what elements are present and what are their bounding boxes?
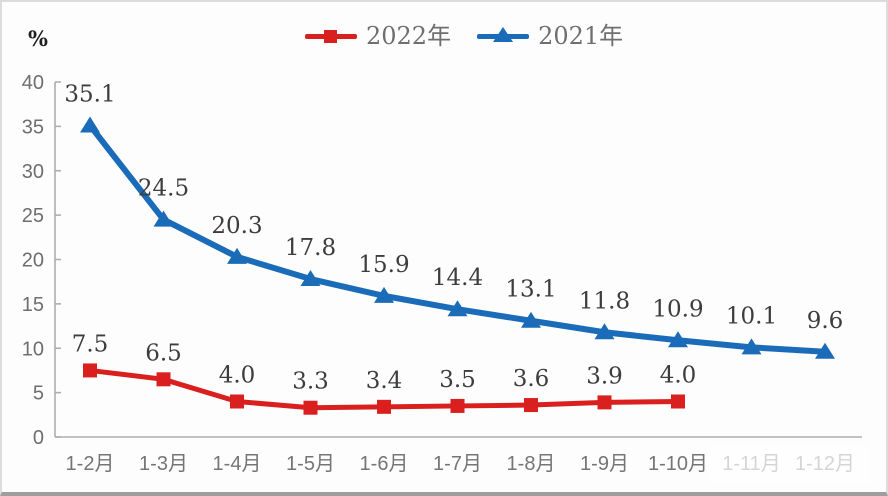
- x-tick-label-7: 1-9月: [580, 453, 629, 475]
- legend-triangle-marker-icon: [477, 26, 530, 46]
- value-label-2021-10: 9.6: [807, 308, 844, 334]
- marker-2021-point-0[interactable]: [80, 116, 100, 133]
- value-label-2021-3: 17.8: [285, 235, 336, 261]
- marker-2022-point-0[interactable]: [83, 363, 97, 378]
- x-tick-label-0: 1-2月: [66, 453, 115, 475]
- value-label-2022-0: 7.5: [72, 331, 109, 357]
- chart-legend: 2022年 2021年: [305, 24, 623, 48]
- y-axis-unit-label: %: [28, 26, 48, 51]
- x-tick-label-10: 1-12月: [795, 453, 855, 475]
- y-tick-label: 30: [22, 161, 44, 183]
- marker-2022-point-1[interactable]: [156, 372, 171, 387]
- value-label-2022-4: 3.4: [366, 368, 403, 394]
- marker-2021-point-5[interactable]: [447, 300, 468, 317]
- marker-2022-point-5[interactable]: [450, 398, 465, 413]
- marker-2021-point-6[interactable]: [521, 311, 541, 328]
- y-tick-label: 40: [22, 72, 44, 94]
- marker-2022-point-6[interactable]: [524, 398, 538, 413]
- x-tick-label-2: 1-4月: [213, 453, 262, 475]
- watermark-overlay: [708, 446, 870, 484]
- x-tick-label-9: 1-11月: [722, 453, 781, 475]
- x-tick-label-5: 1-7月: [433, 453, 482, 475]
- value-label-2021-7: 11.8: [579, 288, 630, 314]
- value-label-2022-6: 3.6: [513, 366, 550, 392]
- marker-2022-point-4[interactable]: [377, 399, 391, 414]
- y-tick-label: 0: [33, 427, 44, 449]
- marker-2022-point-7[interactable]: [597, 395, 612, 410]
- value-label-2022-1: 6.5: [145, 340, 182, 366]
- marker-2021-point-1[interactable]: [153, 210, 174, 227]
- value-label-2022-3: 3.3: [292, 369, 329, 395]
- y-tick-label: 25: [22, 205, 44, 227]
- series-2021-line: [87, 122, 828, 355]
- value-label-2021-8: 10.9: [652, 296, 703, 322]
- marker-2022-point-2[interactable]: [230, 394, 244, 409]
- value-label-2021-4: 15.9: [358, 252, 409, 278]
- y-tick-label: 35: [22, 116, 44, 138]
- legend-item-2021[interactable]: 2021年: [477, 24, 623, 48]
- x-tick-label-1: 1-3月: [139, 453, 188, 475]
- value-label-2021-2: 20.3: [211, 213, 262, 239]
- value-label-2022-5: 3.5: [439, 367, 476, 393]
- marker-2021-point-10[interactable]: [815, 342, 835, 359]
- legend-label-2022: 2022年: [366, 22, 452, 50]
- value-label-2022-7: 3.9: [586, 363, 623, 389]
- y-tick-label: 5: [33, 383, 44, 405]
- marker-2021-point-7[interactable]: [594, 323, 615, 340]
- y-tick-label: 10: [22, 338, 44, 360]
- value-label-2021-0: 35.1: [64, 81, 115, 107]
- marker-2021-point-8[interactable]: [668, 331, 688, 348]
- y-tick-label: 20: [22, 250, 44, 272]
- x-tick-label-8: 1-10月: [648, 453, 708, 475]
- x-tick-label-6: 1-8月: [507, 453, 556, 475]
- legend-item-2022[interactable]: 2022年: [305, 24, 451, 48]
- x-tick-label-3: 1-5月: [286, 453, 335, 475]
- value-label-2021-5: 14.4: [432, 265, 483, 291]
- marker-2021-point-4[interactable]: [374, 286, 394, 303]
- marker-2021-point-2[interactable]: [227, 247, 247, 264]
- marker-2021-point-3[interactable]: [300, 270, 321, 287]
- marker-2022-point-3[interactable]: [303, 400, 318, 415]
- value-label-2021-6: 13.1: [505, 277, 556, 303]
- legend-square-marker-icon: [305, 26, 357, 46]
- marker-2021-point-9[interactable]: [741, 338, 762, 355]
- y-tick-label: 15: [22, 294, 44, 316]
- value-label-2022-8: 4.0: [660, 363, 697, 389]
- value-label-2021-1: 24.5: [138, 176, 189, 202]
- legend-label-2021: 2021年: [538, 22, 624, 50]
- x-tick-label-4: 1-6月: [360, 453, 409, 475]
- marker-2022-point-8[interactable]: [671, 394, 685, 409]
- value-label-2021-9: 10.1: [726, 303, 777, 329]
- value-label-2022-2: 4.0: [219, 363, 256, 389]
